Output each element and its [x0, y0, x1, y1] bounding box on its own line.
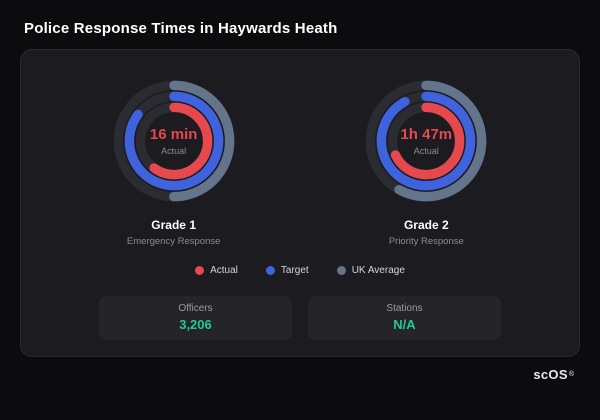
stat-value: N/A — [393, 317, 416, 332]
gauge-value-label: Actual — [161, 146, 187, 156]
gauge-value: 16 min — [149, 126, 198, 143]
response-times-card: 16 min Actual Grade 1 Emergency Response — [20, 49, 580, 357]
gauge-rings: 1h 47m Actual — [363, 78, 489, 204]
legend-item-target[interactable]: Target — [265, 265, 309, 276]
stats-row: Officers 3,206 Stations N/A — [21, 296, 579, 340]
gauge-rings: 16 min Actual — [111, 78, 237, 204]
stat-label: Officers — [178, 303, 213, 314]
gauge-value: 1h 47m — [400, 126, 453, 143]
gauge-subtitle: Emergency Response — [126, 236, 221, 247]
stat-label: Stations — [386, 303, 423, 314]
gauge-title: Grade 2 — [403, 218, 449, 232]
gauges-row: 16 min Actual Grade 1 Emergency Response — [21, 78, 579, 247]
legend-item-uk-average[interactable]: UK Average — [336, 265, 405, 276]
page-title: Police Response Times in Haywards Heath — [24, 20, 338, 37]
gauge-title: Grade 1 — [151, 218, 196, 232]
legend-label: Actual — [210, 265, 238, 276]
gauge-chart — [113, 80, 235, 202]
legend-label: UK Average — [351, 265, 405, 276]
legend-label: Target — [280, 265, 309, 276]
gauge-grade-1: 16 min Actual Grade 1 Emergency Response — [74, 78, 274, 247]
stat-value: 3,206 — [179, 317, 212, 332]
brand-row: scOS ® — [0, 357, 600, 382]
registered-mark-icon: ® — [568, 371, 574, 378]
legend-item-actual[interactable]: Actual — [195, 265, 238, 276]
gauge-subtitle: Priority Response — [388, 236, 464, 247]
uk-average-dot-icon — [336, 266, 346, 275]
gauge-chart — [365, 80, 487, 202]
stat-officers: Officers 3,206 — [99, 296, 292, 340]
brand-logo: scOS — [533, 367, 568, 382]
gauge-center: 1h 47m Actual — [363, 78, 489, 204]
stat-stations: Stations N/A — [308, 296, 501, 340]
legend: Actual Target UK Average — [21, 265, 579, 276]
target-dot-icon — [265, 266, 275, 275]
actual-dot-icon — [195, 266, 205, 275]
gauge-center: 16 min Actual — [111, 78, 237, 204]
gauge-grade-2: 1h 47m Actual Grade 2 Priority Response — [326, 78, 526, 247]
gauge-value-label: Actual — [413, 146, 439, 156]
